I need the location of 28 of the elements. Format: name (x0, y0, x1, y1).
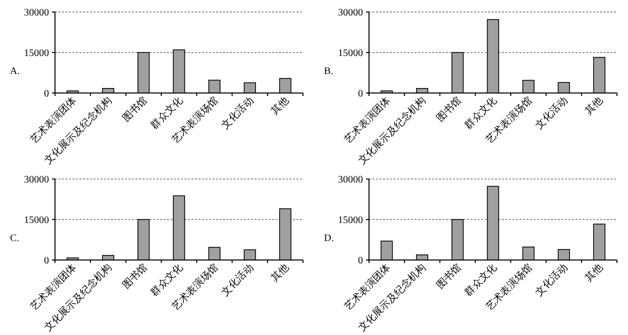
y-tick-label: 15000 (24, 215, 49, 226)
y-tick-label: 30000 (24, 174, 49, 186)
x-tick-label: 图书馆 (120, 262, 150, 292)
x-tick-label: 其他 (268, 262, 292, 284)
y-tick-label: 30000 (338, 8, 363, 18)
x-tick-label: 其他 (582, 94, 606, 118)
y-tick-label: 15000 (338, 48, 363, 59)
x-tick-label: 图书馆 (120, 94, 150, 124)
y-tick-label: 0 (44, 256, 49, 266)
y-tick-label: 30000 (24, 8, 49, 18)
y-tick-label: 15000 (338, 215, 363, 226)
y-tick-label: 0 (358, 88, 363, 100)
x-tick-label: 文化活动 (533, 94, 570, 132)
x-tick-label: 其他 (268, 94, 292, 118)
y-tick-label: 15000 (24, 48, 49, 59)
y-tick-label: 0 (358, 256, 363, 266)
x-tick-label: 其他 (582, 262, 606, 284)
text: C. (10, 233, 20, 244)
text: B. (324, 66, 334, 77)
x-tick-label: 图书馆 (434, 94, 464, 124)
y-tick-label: 0 (44, 88, 49, 100)
text: D. (324, 233, 334, 244)
x-tick-label: 文化活动 (533, 262, 570, 298)
x-tick-label: 图书馆 (434, 262, 464, 292)
x-tick-label: 文化活动 (219, 262, 256, 298)
text: A. (10, 66, 20, 77)
x-tick-label: 文化活动 (219, 94, 256, 132)
y-tick-label: 30000 (338, 174, 363, 186)
